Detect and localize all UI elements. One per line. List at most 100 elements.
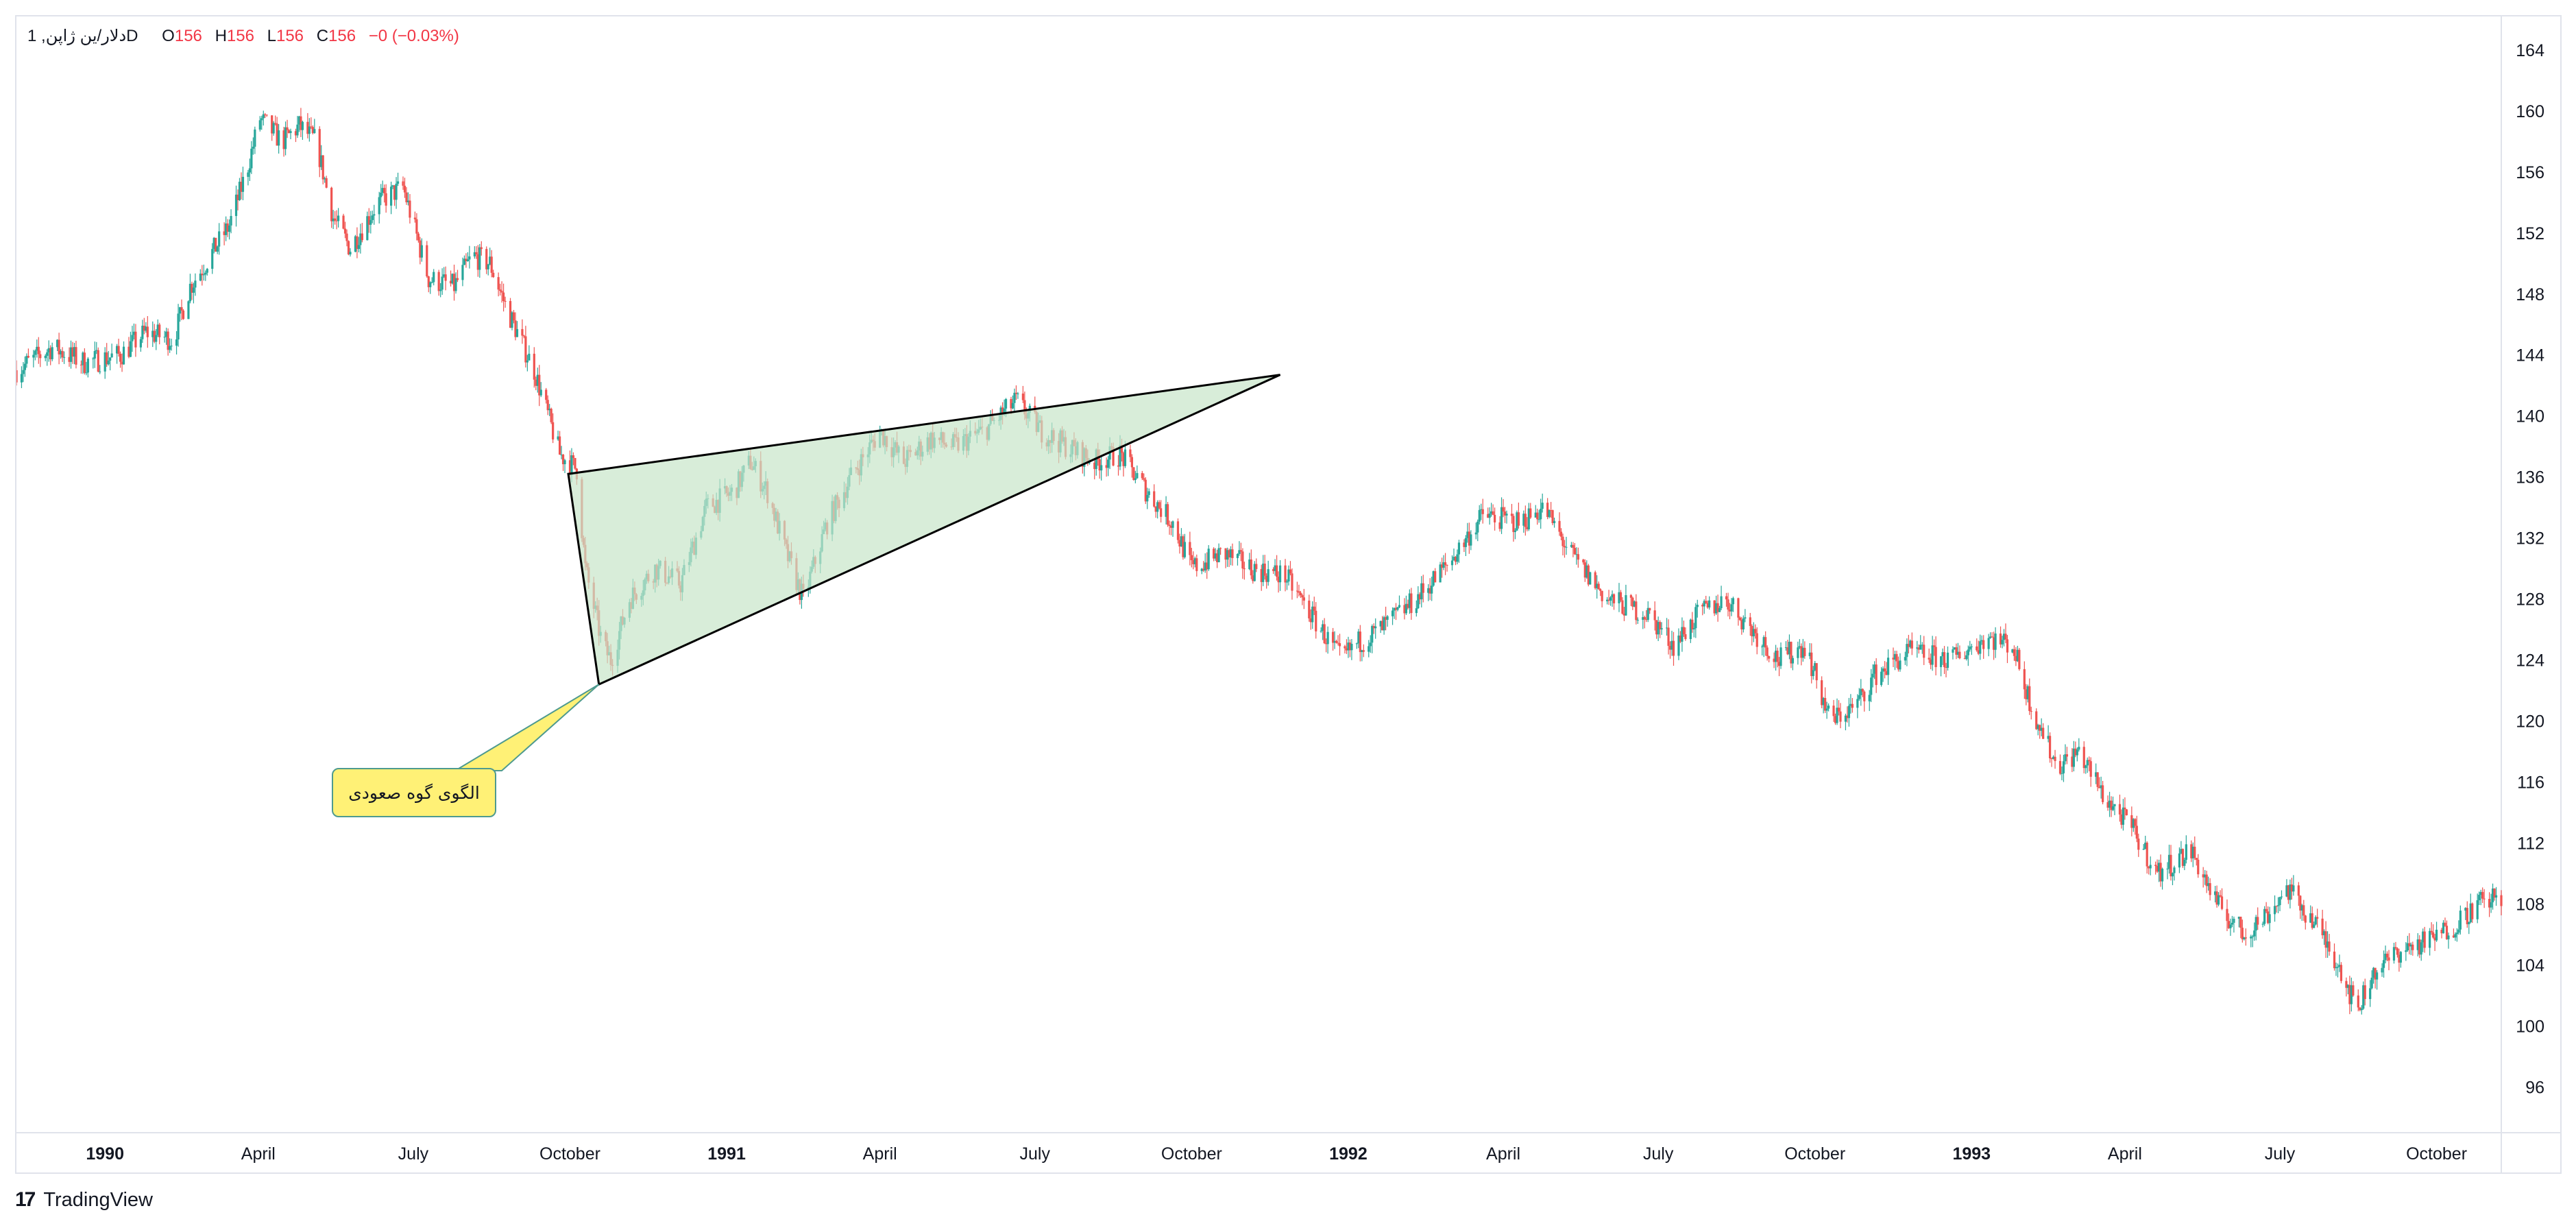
candle-body — [32, 354, 35, 358]
wedge-label-callout[interactable]: الگوی گوه صعودی — [332, 768, 496, 817]
candle-body — [139, 339, 142, 348]
candle-body — [1939, 656, 1943, 667]
chart-canvas[interactable]: 96 100 104 108 112 116 120 124 128 132 136 140 144 14… — [16, 16, 2560, 1172]
close-value: 156 — [328, 27, 356, 45]
candle-body — [1660, 628, 1663, 629]
time-tick-label: October — [2406, 1144, 2467, 1164]
candle-body — [1315, 610, 1317, 631]
candle-body — [1742, 618, 1745, 629]
candle-body — [1551, 510, 1554, 524]
candle-body — [1100, 465, 1103, 471]
candle-body — [2340, 965, 2343, 981]
candle-body — [2323, 931, 2326, 936]
candle-body — [332, 218, 335, 221]
candle-body — [521, 328, 524, 336]
candle-body — [511, 312, 513, 328]
candle-body — [248, 168, 251, 173]
candle-body — [2065, 754, 2069, 757]
candle-body — [1522, 514, 1525, 526]
candle-body — [409, 200, 411, 218]
candle-body — [334, 218, 337, 221]
candle-body — [1241, 551, 1244, 569]
candle-body — [2384, 953, 2387, 961]
candle-body — [1477, 521, 1479, 533]
candle-body — [2209, 882, 2211, 895]
candle-body — [2237, 917, 2240, 919]
candle-body — [2190, 844, 2193, 858]
candle-body — [1956, 651, 1960, 655]
candle-body — [2018, 649, 2021, 669]
candle-body — [289, 131, 292, 134]
candle-body — [27, 356, 29, 358]
candle-body — [1420, 583, 1423, 600]
candle-body — [1368, 646, 1370, 652]
candle-body — [2194, 846, 2196, 858]
candle-body — [1311, 606, 1314, 623]
candle-body — [2267, 911, 2270, 924]
candle-body — [2001, 640, 2004, 645]
price-tick-label: 140 — [2516, 407, 2544, 426]
symbol-name[interactable]: دلار/ین ژاپن, 1D — [27, 27, 138, 45]
candle-body — [155, 335, 158, 342]
candle-body — [1331, 631, 1335, 643]
candle-body — [73, 347, 76, 357]
candle-body — [1189, 542, 1191, 555]
time-axis: 1990 April July October 1991 April July October… — [86, 1144, 2467, 1164]
candle-body — [456, 278, 459, 280]
candle-body — [2409, 944, 2412, 947]
candle-body — [1868, 695, 1871, 701]
candle-body — [1643, 617, 1646, 620]
candle-body — [396, 181, 400, 184]
candle-body — [478, 247, 481, 270]
candle-body — [2148, 866, 2150, 869]
candle-body — [2374, 967, 2377, 980]
price-tick-label: 112 — [2517, 834, 2544, 853]
candle-body — [2360, 1009, 2363, 1011]
candle-body — [380, 192, 382, 197]
candle-body — [1682, 627, 1686, 634]
candle-body — [2253, 930, 2256, 937]
candle-body — [62, 357, 66, 358]
candle-body — [1965, 655, 1968, 660]
tradingview-watermark[interactable]: 17 TradingView — [15, 1188, 153, 1212]
candle-body — [1143, 478, 1145, 480]
candle-body — [1559, 531, 1563, 537]
candle-body — [115, 346, 119, 354]
candle-body — [182, 310, 185, 320]
candle-body — [369, 219, 372, 225]
candle-body — [1892, 658, 1895, 660]
candle-body — [1134, 478, 1137, 481]
candle-body — [441, 276, 443, 290]
candle-body — [1408, 593, 1411, 608]
candle-body — [345, 233, 348, 241]
candle-body — [343, 228, 347, 234]
candle-body — [1953, 647, 1956, 650]
candle-body — [2039, 725, 2041, 731]
candle-body — [1928, 658, 1930, 660]
candle-body — [1456, 554, 1459, 562]
candle-body — [2429, 930, 2431, 948]
candle-body — [260, 118, 263, 121]
candle-body — [2432, 932, 2435, 938]
candle-body — [2037, 725, 2039, 730]
candle-body — [1470, 534, 1472, 546]
candle-body — [1243, 568, 1246, 570]
candle-body — [117, 346, 120, 354]
candle-body — [1442, 562, 1445, 568]
candle-body — [1253, 564, 1256, 581]
candle-body — [1744, 617, 1747, 619]
candle-body — [1870, 677, 1873, 695]
candle-body — [2257, 917, 2259, 925]
candle-body — [2490, 902, 2492, 908]
candle-body — [1393, 607, 1396, 611]
candle-body — [2243, 937, 2246, 940]
candle-body — [1893, 653, 1897, 660]
rising-wedge-pattern[interactable] — [567, 374, 1281, 686]
candle-body — [1180, 536, 1183, 547]
candle-body — [2411, 944, 2414, 950]
candle-body — [1136, 472, 1139, 479]
candle-body — [51, 347, 53, 359]
candle-body — [2326, 941, 2329, 948]
candle-body — [241, 176, 245, 192]
candle-body — [56, 339, 59, 348]
